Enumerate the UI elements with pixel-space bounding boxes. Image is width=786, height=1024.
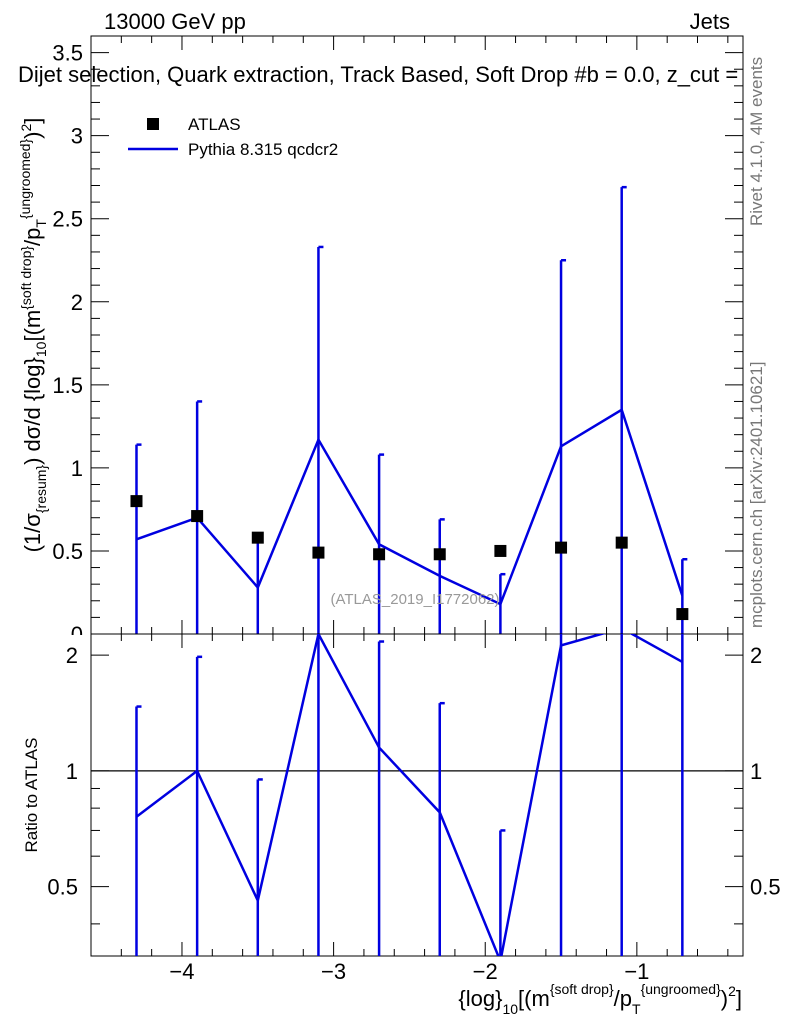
atlas-data-point: [555, 541, 568, 554]
atlas-data-point: [676, 608, 689, 621]
y-tick-label-right: 0.5: [750, 875, 781, 900]
atlas-data-point: [494, 544, 507, 557]
y-tick-label: 2.5: [52, 207, 83, 232]
main-axis-ticks: 0.511.522.533.50: [52, 35, 743, 647]
legend-atlas-label: ATLAS: [188, 115, 241, 134]
ratio-axis-ticks: −4 −3 −2 −1 0.5 0.5 1 1 2 2: [47, 634, 781, 984]
y-tick-label: 1.5: [52, 373, 83, 398]
atlas-data-point: [191, 510, 204, 523]
rivet-label: Rivet 4.1.0, 4M events: [747, 57, 766, 226]
plot-title: Dijet selection, Quark extraction, Track…: [18, 62, 738, 87]
ratio-y-axis-label: Ratio to ATLAS: [22, 738, 41, 853]
y-tick-label-right: 1: [750, 759, 762, 784]
y-tick-label: 0.5: [47, 875, 78, 900]
x-tick-label: −3: [321, 959, 346, 984]
atlas-data-point: [373, 548, 386, 561]
ratio-data-marks: [91, 634, 743, 956]
main-panel: 0.511.522.533.50 (ATLAS_2019_I1772062) (…: [17, 35, 744, 647]
x-tick-label: −2: [473, 959, 498, 984]
atlas-data-point: [312, 546, 325, 559]
y-tick-label: 1: [66, 759, 78, 784]
x-axis-label: {log}10[(m{soft drop}/pT{ungroomed})2]: [458, 981, 742, 1017]
mc-series-line: [136, 407, 684, 606]
legend-atlas-marker: [147, 118, 159, 130]
ratio-panel: −4 −3 −2 −1 0.5 0.5 1 1 2 2 Ratio to ATLAS {log}1…: [22, 633, 781, 1017]
mcplots-label: mcplots.cern.ch [arXiv:2401.10621]: [747, 362, 766, 628]
header-left: 13000 GeV pp: [104, 9, 246, 34]
atlas-data-point: [251, 531, 264, 544]
atlas-data-point: [615, 536, 628, 549]
atlas-data-point: [433, 548, 446, 561]
main-y-axis-label: (1/σ{resum}) dσ/d {log}10[(m{soft drop}/…: [17, 118, 49, 553]
y-tick-label: 1: [71, 456, 83, 481]
legend-pythia-label: Pythia 8.315 qcdcr2: [188, 140, 338, 159]
y-tick-label: 3: [71, 124, 83, 149]
atlas-data-point: [130, 495, 143, 508]
y-tick-label: 2: [66, 643, 78, 668]
main-data-marks: [130, 185, 689, 634]
legend: ATLAS Pythia 8.315 qcdcr2: [128, 115, 338, 159]
header-right: Jets: [690, 9, 730, 34]
label-mask: [55, 635, 90, 647]
y-tick-label-right: 2: [750, 643, 762, 668]
x-tick-label: −4: [169, 959, 194, 984]
y-tick-label: 0.5: [52, 539, 83, 564]
ratio-series-line: [135, 634, 683, 956]
y-tick-label: 2: [71, 290, 83, 315]
y-tick-label: 3.5: [52, 41, 83, 66]
x-tick-label: −1: [624, 959, 649, 984]
analysis-watermark: (ATLAS_2019_I1772062): [330, 591, 499, 608]
ratio-frame: [90, 633, 744, 957]
